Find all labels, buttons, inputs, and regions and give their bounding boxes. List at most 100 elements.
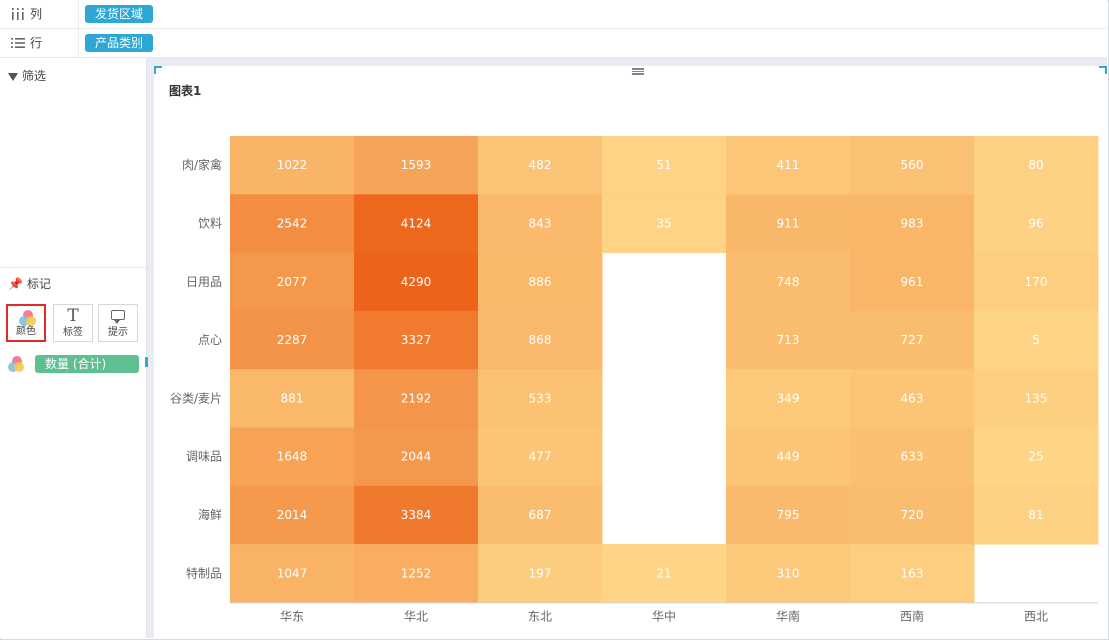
color-mark-label: 颜色 xyxy=(16,326,36,337)
heatmap-cell[interactable] xyxy=(354,427,479,487)
heatmap-cell[interactable] xyxy=(850,427,975,487)
heatmap-cell[interactable] xyxy=(478,485,603,545)
row-field-pill[interactable]: 产品类别 xyxy=(85,34,154,52)
heatmap-cell[interactable] xyxy=(850,544,975,603)
heatmap-cell[interactable] xyxy=(230,136,355,195)
section-divider xyxy=(0,267,146,268)
cell-value-label: 411 xyxy=(777,158,800,172)
filter-section-header[interactable]: 筛选 xyxy=(8,68,46,84)
heatmap-cell[interactable] xyxy=(230,369,355,428)
heatmap-cell[interactable] xyxy=(478,310,603,370)
cell-value-label: 81 xyxy=(1028,508,1043,522)
cell-value-label: 4124 xyxy=(401,216,432,230)
heatmap-cell[interactable] xyxy=(478,252,603,312)
heatmap-cell[interactable] xyxy=(974,485,1099,545)
heatmap-cell[interactable] xyxy=(974,369,1099,428)
heatmap-cell[interactable] xyxy=(602,544,727,603)
y-axis-label: 特制品 xyxy=(186,565,222,580)
heatmap-cell[interactable] xyxy=(354,310,479,370)
cell-value-label: 911 xyxy=(777,216,800,230)
heatmap-cell[interactable] xyxy=(726,194,851,254)
chart-card[interactable]: 图表1 1022 1593 482 51 411 560 80 2542 4124 843 35 91… xyxy=(154,66,1107,638)
cell-value-label: 1047 xyxy=(277,566,308,580)
label-mark-button[interactable]: T 标签 xyxy=(53,304,93,342)
y-axis-label: 海鲜 xyxy=(198,507,222,522)
tooltip-mark-button[interactable]: 提示 xyxy=(98,304,138,342)
heatmap-cell[interactable] xyxy=(974,310,1099,370)
x-axis-label: 华南 xyxy=(776,608,800,623)
marks-label: 标记 xyxy=(26,277,51,291)
heatmap-cell[interactable] xyxy=(354,485,479,545)
heatmap-cell[interactable] xyxy=(602,194,727,254)
heatmap-cell[interactable] xyxy=(354,136,479,195)
heatmap-cell[interactable] xyxy=(478,369,603,428)
heatmap-cell[interactable] xyxy=(230,194,355,254)
cell-value-label: 727 xyxy=(901,333,924,347)
heatmap-cell[interactable] xyxy=(230,252,355,312)
heatmap-cell[interactable] xyxy=(230,544,355,603)
heatmap-cell[interactable] xyxy=(850,194,975,254)
heatmap-cell[interactable] xyxy=(850,485,975,545)
heatmap-cell[interactable] xyxy=(850,310,975,370)
cell-value-label: 4290 xyxy=(401,275,432,289)
heatmap-cell[interactable] xyxy=(230,427,355,487)
column-field-pill[interactable]: 发货区域 xyxy=(85,5,154,23)
cell-value-label: 21 xyxy=(656,566,671,580)
heatmap-cell[interactable] xyxy=(850,369,975,428)
heatmap-cell[interactable] xyxy=(602,136,727,195)
chart-title: 图表1 xyxy=(169,84,202,98)
heatmap-cell[interactable] xyxy=(726,485,851,545)
heatmap-cell[interactable] xyxy=(974,252,1099,312)
cell-value-label: 51 xyxy=(656,158,671,172)
cell-value-label: 349 xyxy=(777,391,800,405)
cell-value-label: 2192 xyxy=(401,391,432,405)
heatmap-cell[interactable] xyxy=(726,252,851,312)
heatmap-cell[interactable] xyxy=(230,485,355,545)
cell-value-label: 5 xyxy=(1032,333,1040,347)
heatmap-cell[interactable] xyxy=(974,136,1099,195)
x-axis-label: 西北 xyxy=(1024,609,1048,623)
resize-handle-left[interactable] xyxy=(145,357,148,367)
color-mark-button[interactable]: 颜色 xyxy=(6,304,46,342)
cell-value-label: 560 xyxy=(901,158,924,172)
cell-value-label: 1252 xyxy=(401,566,432,580)
heatmap-cell[interactable] xyxy=(850,136,975,195)
heatmap-cell[interactable] xyxy=(230,310,355,370)
columns-shelf: 列 发货区域 xyxy=(0,0,1107,29)
cell-value-label: 720 xyxy=(901,508,924,522)
cell-value-label: 795 xyxy=(777,508,800,522)
cell-value-label: 983 xyxy=(901,216,924,230)
heatmap-cell[interactable] xyxy=(726,136,851,195)
cell-value-label: 482 xyxy=(529,158,552,172)
heatmap-cell[interactable] xyxy=(726,310,851,370)
cell-value-label: 3327 xyxy=(401,333,432,347)
cell-value-label: 80 xyxy=(1028,158,1043,172)
cell-value-label: 748 xyxy=(777,275,800,289)
cell-value-label: 463 xyxy=(901,391,924,405)
y-axis-label: 肉/家禽 xyxy=(182,157,222,172)
y-axis-label: 点心 xyxy=(198,333,222,347)
heatmap-cell[interactable] xyxy=(726,544,851,603)
cell-value-label: 687 xyxy=(529,508,552,522)
heatmap-cell[interactable] xyxy=(478,427,603,487)
heatmap-cell[interactable] xyxy=(354,544,479,603)
heatmap-cell[interactable] xyxy=(726,427,851,487)
heatmap-cell[interactable] xyxy=(354,252,479,312)
heatmap-cell[interactable] xyxy=(354,369,479,428)
x-axis-label: 华北 xyxy=(404,609,428,623)
heatmap-cell[interactable] xyxy=(478,544,603,603)
heatmap-cell[interactable] xyxy=(478,194,603,254)
heatmap-cell[interactable] xyxy=(974,194,1099,254)
color-measure-pill[interactable]: 数量 (合计) xyxy=(35,355,139,373)
heatmap-cell[interactable] xyxy=(974,427,1099,487)
heatmap-cell[interactable] xyxy=(478,136,603,195)
label-mark-label: 标签 xyxy=(63,327,83,338)
drag-handle-icon[interactable] xyxy=(632,68,644,75)
heatmap-cell[interactable] xyxy=(726,369,851,428)
cell-value-label: 135 xyxy=(1025,391,1048,405)
cell-value-label: 633 xyxy=(901,450,924,464)
y-axis-label: 谷类/麦片 xyxy=(170,391,222,405)
heatmap-cell[interactable] xyxy=(354,194,479,254)
heatmap-cell[interactable] xyxy=(850,252,975,312)
y-axis-label: 饮料 xyxy=(198,216,222,230)
